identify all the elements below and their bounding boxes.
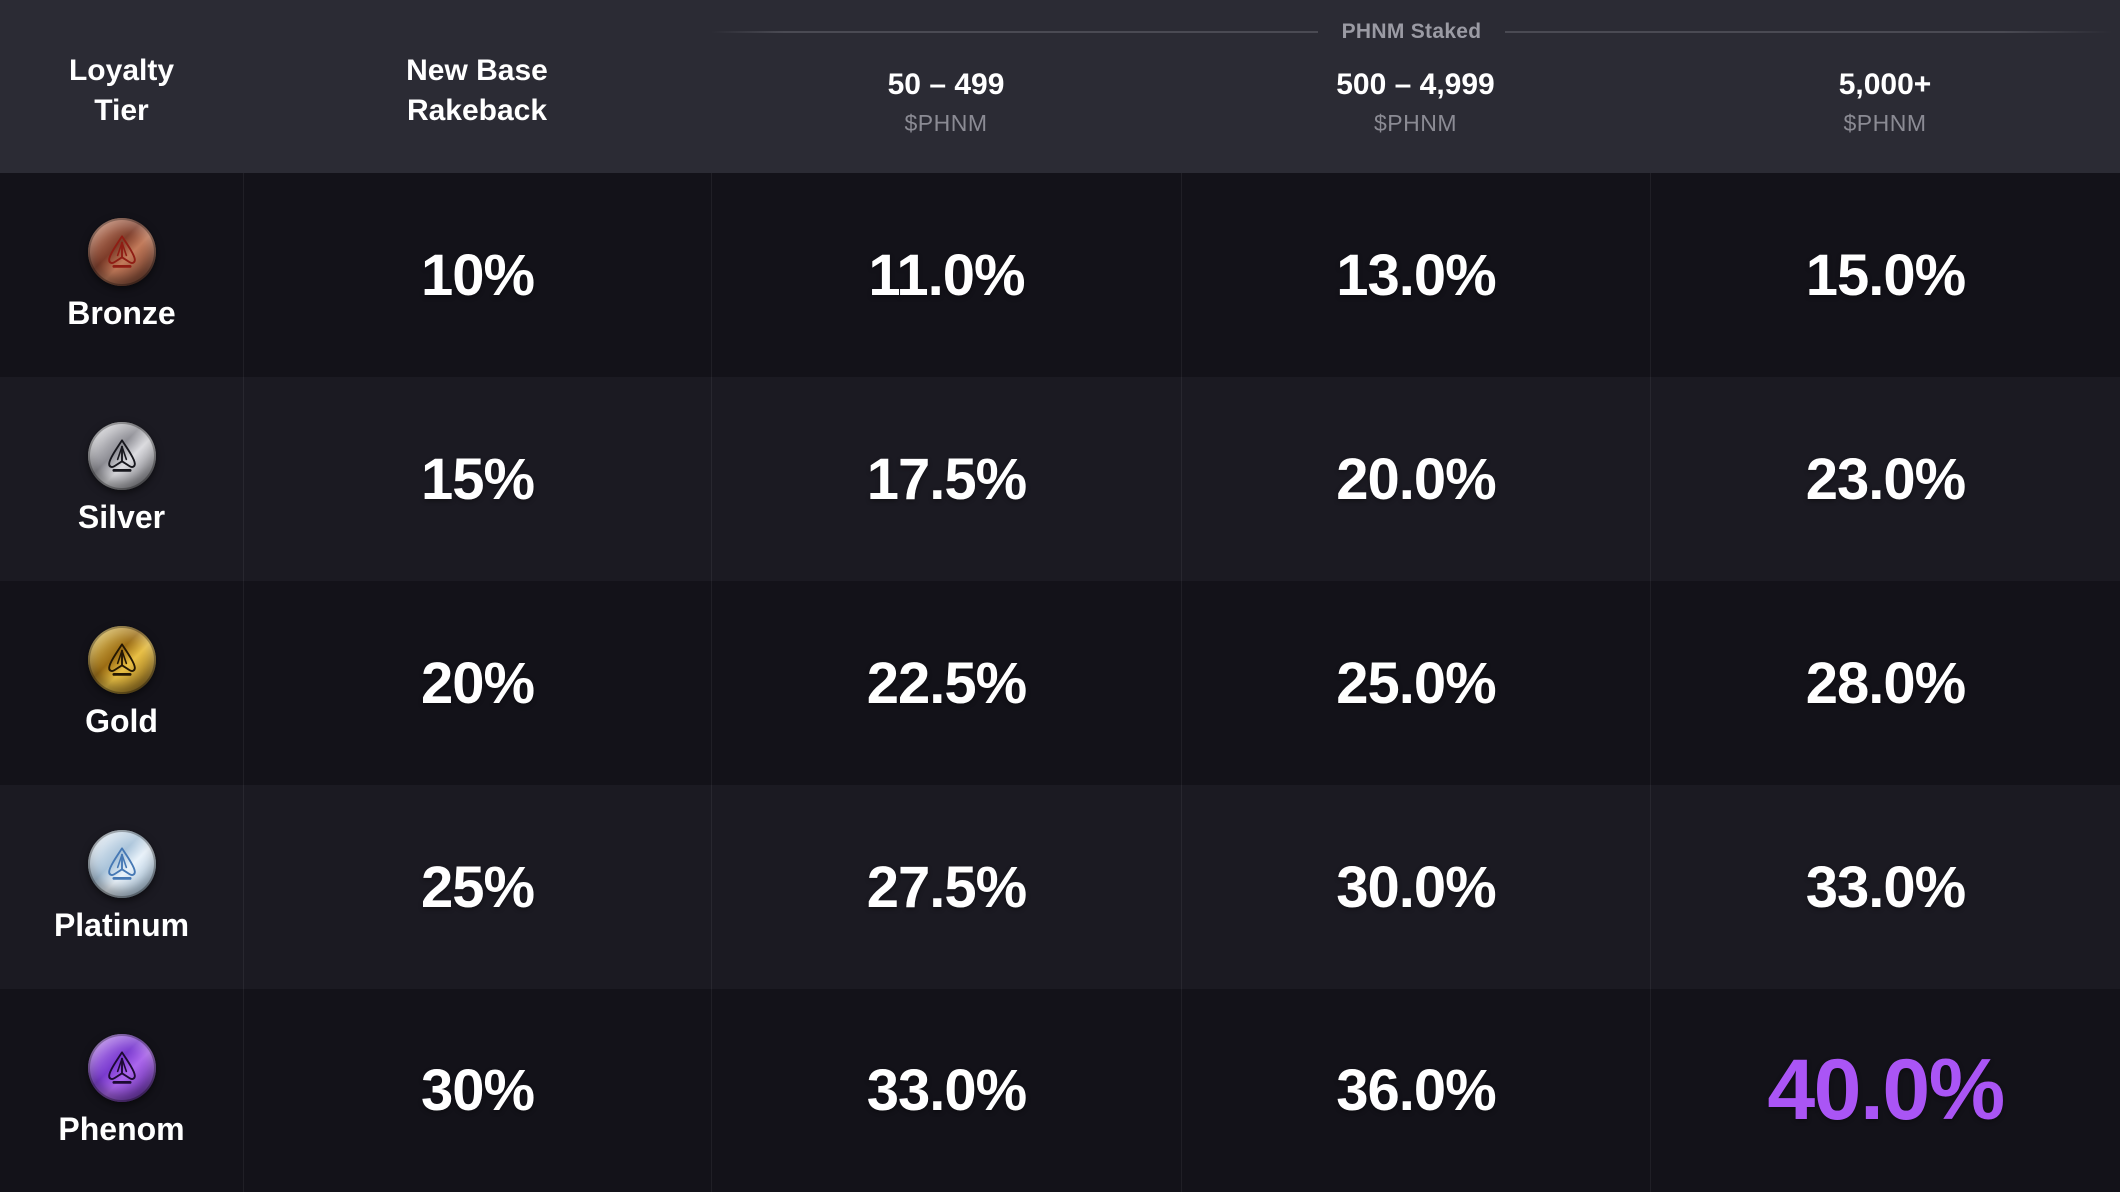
tier-label: Bronze bbox=[67, 295, 176, 331]
rakeback-value: 28.0% bbox=[1805, 650, 1966, 716]
rakeback-value: 10% bbox=[420, 242, 535, 308]
phenom-spade-logo-icon bbox=[107, 643, 136, 676]
column-header-stake-50-499: 50 – 499 $PHNM bbox=[711, 0, 1181, 173]
table-row-silver: Silver 15% 17.5% 20.0% 23.0% bbox=[0, 377, 2120, 581]
rakeback-value: 15.0% bbox=[1805, 242, 1966, 308]
rakeback-value: 11.0% bbox=[868, 242, 1025, 308]
column-header-sublabel: $PHNM bbox=[904, 109, 988, 136]
table-row-bronze: Bronze 10% 11.0% 13.0% 15.0% bbox=[0, 173, 2120, 377]
group-header-right-rule bbox=[1505, 31, 2112, 33]
column-header-stake-5000-plus: 5,000+ $PHNM bbox=[1650, 0, 2120, 173]
tier-label: Platinum bbox=[53, 907, 190, 943]
rakeback-value: 17.5% bbox=[866, 446, 1027, 512]
table-row-gold: Gold 20% 22.5% 25.0% 28.0% bbox=[0, 581, 2120, 785]
base-rakeback-cell: 20% bbox=[243, 581, 711, 785]
rakeback-value: 30% bbox=[420, 1058, 535, 1123]
phnm-staked-group-header: PHNM Staked bbox=[711, 20, 2112, 44]
stake-5000-plus-cell: 40.0% bbox=[1650, 989, 2120, 1192]
column-header-sublabel: $PHNM bbox=[1373, 109, 1457, 136]
column-header-label: 50 – 499 bbox=[887, 68, 1005, 102]
stake-50-499-cell: 22.5% bbox=[711, 581, 1181, 785]
tier-cell: Phenom bbox=[0, 989, 243, 1192]
rakeback-value: 25.0% bbox=[1336, 650, 1496, 716]
rakeback-value: 33.0% bbox=[1805, 854, 1966, 920]
column-header-label: 5,000+ bbox=[1838, 68, 1932, 102]
group-header-left-rule bbox=[711, 31, 1318, 33]
stake-50-499-cell: 11.0% bbox=[711, 173, 1181, 377]
base-rakeback-cell: 30% bbox=[243, 989, 711, 1192]
stake-50-499-cell: 17.5% bbox=[711, 377, 1181, 581]
tier-cell: Silver bbox=[0, 377, 243, 581]
column-header-label: New Base Rakeback bbox=[406, 53, 548, 127]
rakeback-value: 22.5% bbox=[866, 650, 1027, 716]
silver-coin-icon bbox=[87, 422, 156, 490]
table-body: Bronze 10% 11.0% 13.0% 15.0% Silver 15% … bbox=[0, 173, 2120, 1192]
rakeback-value: 40.0% bbox=[1767, 1042, 2005, 1138]
stake-5000-plus-cell: 33.0% bbox=[1650, 785, 2120, 989]
column-header-label: 500 – 4,999 bbox=[1336, 68, 1495, 102]
table-row-phenom: Phenom 30% 33.0% 36.0% 40.0% bbox=[0, 989, 2120, 1192]
table-row-platinum: Platinum 25% 27.5% 30.0% 33.0% bbox=[0, 785, 2120, 989]
tier-label: Gold bbox=[85, 703, 158, 739]
column-header-sublabel: $PHNM bbox=[1843, 109, 1927, 136]
stake-5000-plus-cell: 15.0% bbox=[1650, 173, 2120, 377]
rakeback-value: 36.0% bbox=[1336, 1058, 1496, 1123]
rakeback-value: 25% bbox=[420, 854, 535, 920]
rakeback-value: 13.0% bbox=[1336, 242, 1496, 308]
phenom-spade-logo-icon bbox=[107, 235, 136, 268]
phenom-spade-logo-icon bbox=[107, 1050, 136, 1084]
tier-label: Phenom bbox=[58, 1110, 185, 1147]
bronze-coin-icon bbox=[87, 218, 156, 286]
phenom-coin-icon bbox=[87, 1033, 156, 1102]
base-rakeback-cell: 25% bbox=[243, 785, 711, 989]
column-header-loyalty-tier: Loyalty Tier bbox=[0, 0, 243, 173]
tier-cell: Gold bbox=[0, 581, 243, 785]
phenom-spade-logo-icon bbox=[107, 847, 136, 880]
rakeback-value: 15% bbox=[420, 446, 535, 512]
column-header-new-base-rakeback: New Base Rakeback bbox=[243, 0, 711, 173]
rakeback-value: 33.0% bbox=[866, 1058, 1027, 1123]
rakeback-value: 20.0% bbox=[1336, 446, 1496, 512]
gold-coin-icon bbox=[87, 626, 156, 694]
stake-500-4999-cell: 36.0% bbox=[1181, 989, 1650, 1192]
base-rakeback-cell: 10% bbox=[243, 173, 711, 377]
tier-cell: Platinum bbox=[0, 785, 243, 989]
stake-500-4999-cell: 20.0% bbox=[1181, 377, 1650, 581]
platinum-coin-icon bbox=[87, 830, 156, 898]
rakeback-value: 20% bbox=[420, 650, 535, 716]
stake-5000-plus-cell: 28.0% bbox=[1650, 581, 2120, 785]
rakeback-value: 27.5% bbox=[866, 854, 1027, 920]
table-header: PHNM Staked Loyalty Tier New Base Rakeba… bbox=[0, 0, 2120, 173]
base-rakeback-cell: 15% bbox=[243, 377, 711, 581]
phenom-spade-logo-icon bbox=[107, 439, 136, 472]
tier-cell: Bronze bbox=[0, 173, 243, 377]
rakeback-value: 30.0% bbox=[1336, 854, 1496, 920]
stake-500-4999-cell: 13.0% bbox=[1181, 173, 1650, 377]
stake-500-4999-cell: 25.0% bbox=[1181, 581, 1650, 785]
column-header-label: Loyalty Tier bbox=[68, 53, 175, 127]
tier-label: Silver bbox=[77, 499, 166, 535]
rakeback-value: 23.0% bbox=[1805, 446, 1966, 512]
column-header-stake-500-4999: 500 – 4,999 $PHNM bbox=[1181, 0, 1650, 173]
stake-500-4999-cell: 30.0% bbox=[1181, 785, 1650, 989]
stake-50-499-cell: 33.0% bbox=[711, 989, 1181, 1192]
stake-50-499-cell: 27.5% bbox=[711, 785, 1181, 989]
stake-5000-plus-cell: 23.0% bbox=[1650, 377, 2120, 581]
group-header-label: PHNM Staked bbox=[1341, 20, 1482, 43]
